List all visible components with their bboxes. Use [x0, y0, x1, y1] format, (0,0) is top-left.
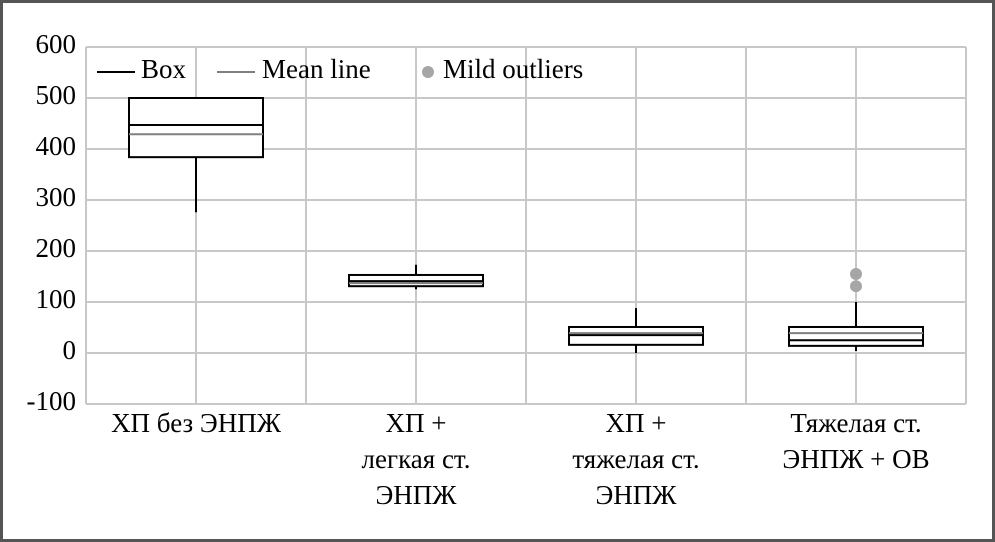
y-tick-label: 100	[36, 284, 77, 314]
box	[788, 325, 924, 347]
outlier	[850, 280, 862, 293]
y-tick-label: 600	[36, 29, 77, 59]
outlier	[850, 267, 862, 280]
x-tick-label: ХП +	[606, 408, 667, 438]
y-tick-label: 400	[36, 131, 77, 161]
x-tick-label: ХП без ЭНПЖ	[111, 408, 282, 438]
y-tick-label: 0	[63, 335, 77, 365]
x-tick-label: тяжелая ст.	[572, 444, 699, 474]
y-tick-label: 500	[36, 80, 77, 110]
y-tick-label: 300	[36, 182, 77, 212]
x-tick-label: ЭНПЖ	[595, 480, 677, 510]
x-tick-label: ХП +	[386, 408, 447, 438]
y-tick-label: -100	[27, 386, 77, 416]
x-tick-label: Тяжелая ст.	[790, 408, 921, 438]
legend-outlier-swatch	[422, 66, 434, 78]
legend-label: Box	[141, 54, 187, 84]
x-tick-label: легкая ст.	[362, 444, 471, 474]
legend-label: Mild outliers	[443, 54, 583, 84]
x-tick-label: ЭНПЖ + ОВ	[782, 444, 929, 474]
box	[128, 97, 264, 159]
y-tick-label: 200	[36, 233, 77, 263]
legend-label: Mean line	[262, 54, 371, 84]
x-tick-label: ЭНПЖ	[375, 480, 457, 510]
